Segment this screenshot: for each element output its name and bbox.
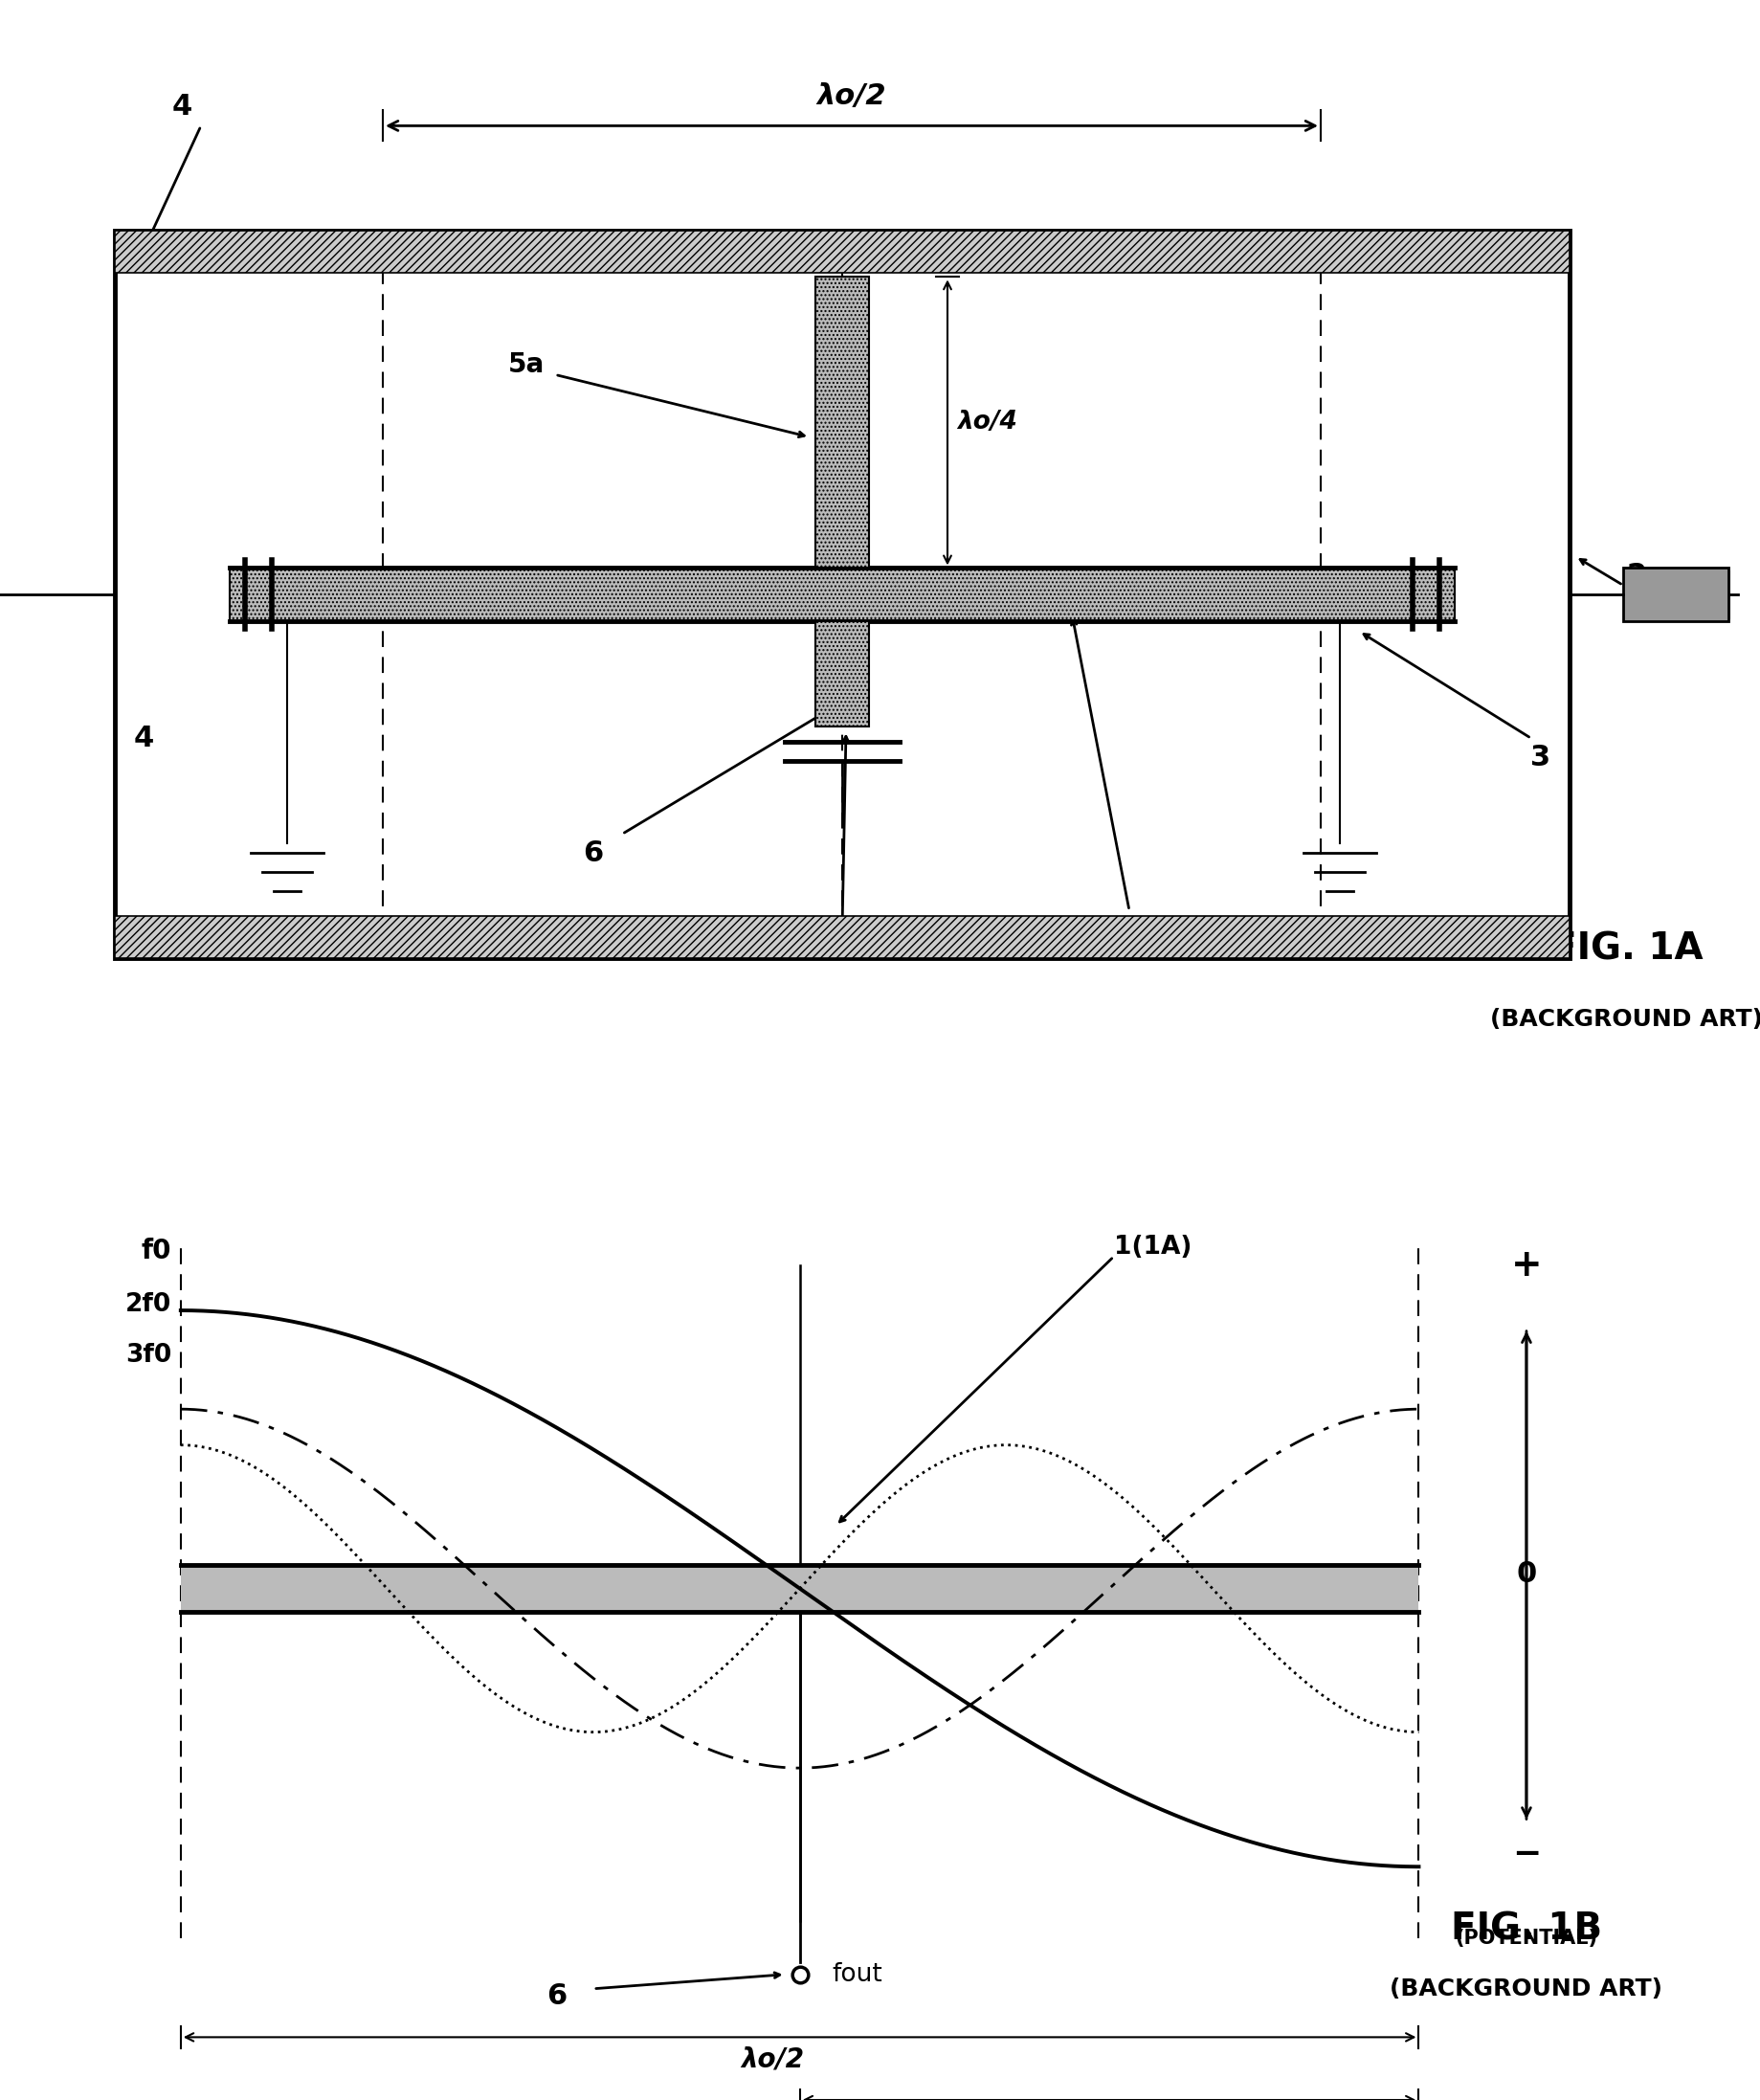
Bar [114,231,1568,958]
Bar [815,622,868,727]
Text: 4: 4 [171,92,192,120]
Bar [114,916,1568,958]
Text: fout: fout [822,926,873,951]
Text: (POTENTIAL): (POTENTIAL) [1454,1930,1596,1949]
Text: 0: 0 [1515,1560,1536,1588]
Bar [1623,567,1728,622]
Text: 4: 4 [134,724,153,752]
Bar [114,231,1568,273]
Text: FIG. 1A: FIG. 1A [1551,930,1702,968]
Text: 5a: 5a [509,351,544,378]
Text: FIG. 1B: FIG. 1B [1450,1911,1602,1947]
Text: 3f0: 3f0 [125,1342,172,1367]
Text: 2f0: 2f0 [125,1294,172,1317]
Bar [181,1564,1419,1613]
Text: λo/4: λo/4 [956,410,1017,435]
Text: f0: f0 [141,1237,172,1264]
Text: 1(1A): 1(1A) [1089,926,1167,951]
Text: +: + [1510,1247,1542,1283]
Text: −: − [1512,1838,1540,1871]
Text: 1(1A): 1(1A) [1112,1235,1192,1260]
Text: (BACKGROUND ART): (BACKGROUND ART) [1489,1008,1760,1031]
Bar [815,277,868,567]
Text: 6: 6 [583,840,604,867]
Text: 3: 3 [1529,743,1551,771]
Bar [229,567,1454,622]
Text: 6: 6 [546,1982,567,2010]
Text: 2: 2 [1626,563,1646,590]
Text: λo/2: λo/2 [741,2045,804,2073]
Text: λo/2: λo/2 [817,82,885,111]
Text: fout: fout [831,1961,882,1987]
Text: (BACKGROUND ART): (BACKGROUND ART) [1389,1978,1661,1999]
